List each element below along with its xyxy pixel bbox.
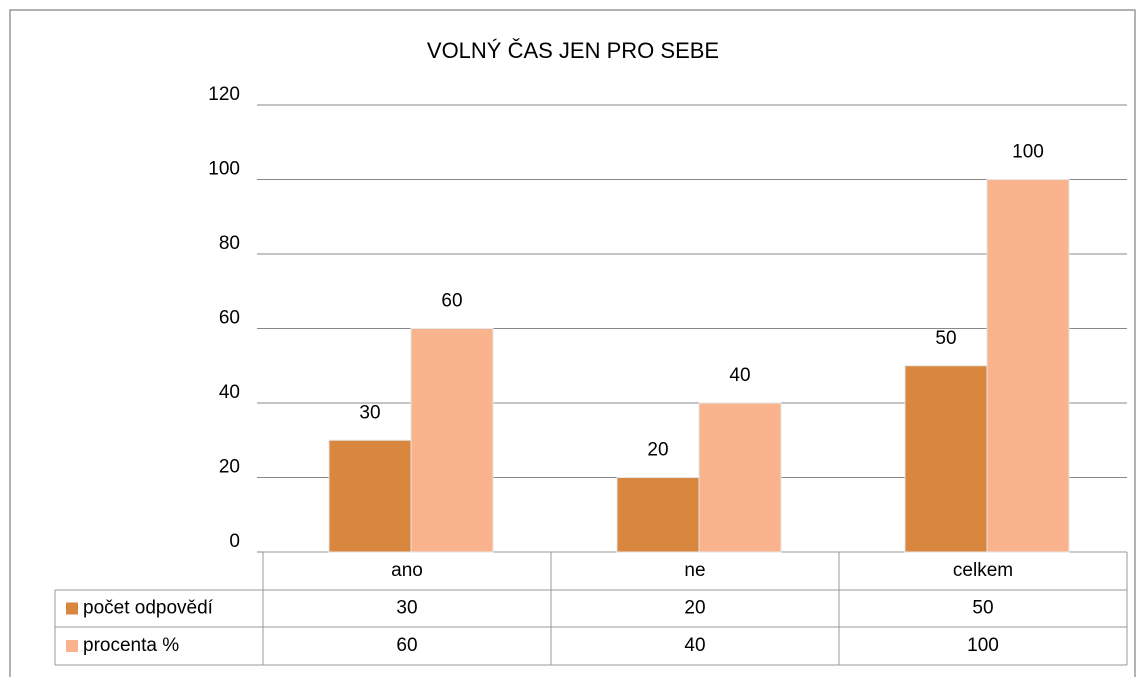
bar [410,328,494,553]
x-tick-label: celkem [953,560,1013,581]
y-tick-label: 80 [219,233,240,254]
bar [328,439,412,553]
data-label: 30 [359,402,380,423]
y-tick-label: 0 [229,531,240,552]
table-value: 100 [967,635,999,656]
y-tick-label: 20 [219,457,240,478]
bar [904,365,988,553]
bar [616,477,700,553]
bar [986,179,1070,553]
bar [698,402,782,553]
y-tick-label: 60 [219,308,240,329]
y-tick-label: 100 [208,159,240,180]
legend-key [66,602,78,615]
x-tick-label: ne [684,560,705,581]
y-tick-label: 40 [219,382,240,403]
legend-key [66,640,78,652]
table-value: 20 [684,598,705,619]
table-value: 50 [972,598,993,619]
legend-label: procenta % [83,635,179,656]
data-label: 40 [729,365,750,386]
data-label: 60 [441,291,462,312]
table-value: 30 [396,598,417,619]
y-tick-label: 120 [208,84,240,105]
data-label: 20 [647,440,668,461]
x-tick-label: ano [391,560,423,581]
data-label: 50 [935,328,956,349]
frame [9,9,1136,677]
table-value: 60 [396,635,417,656]
chart-title: VOLNÝ ČAS JEN PRO SEBE [427,38,719,63]
data-label: 100 [1012,142,1044,163]
legend-label: počet odpovědí [83,598,214,619]
table-value: 40 [684,635,705,656]
